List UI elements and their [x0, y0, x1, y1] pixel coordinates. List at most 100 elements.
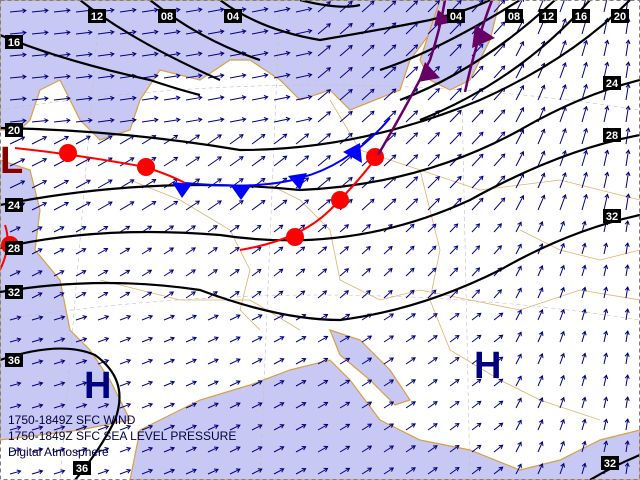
- wind-arrow-icon: [119, 51, 137, 57]
- wind-arrow-icon: [581, 308, 587, 321]
- wind-arrow-icon: [449, 245, 459, 255]
- wind-arrow-icon: [273, 133, 288, 145]
- wind-arrow-icon: [163, 247, 175, 255]
- wind-arrow-icon: [141, 95, 159, 101]
- wind-arrow-icon: [405, 132, 419, 145]
- caption-pressure: 1750-1849Z SFC SEA LEVEL PRESSURE: [8, 429, 237, 443]
- isobar-label: 24: [603, 76, 621, 90]
- wind-arrow-icon: [537, 309, 544, 321]
- wind-arrow-icon: [383, 66, 397, 79]
- isobar-label-text: 04: [227, 11, 240, 23]
- wind-arrow-icon: [273, 246, 284, 255]
- wind-arrow-icon: [383, 154, 397, 167]
- wind-arrow-icon: [515, 128, 525, 145]
- wind-arrow-icon: [427, 245, 437, 255]
- wind-arrow-icon: [624, 286, 630, 299]
- isobar-label: 28: [5, 241, 23, 255]
- wind-arrow-icon: [603, 440, 609, 453]
- wind-arrow-icon: [9, 315, 22, 321]
- wind-arrow-icon: [97, 179, 113, 189]
- wind-arrow-icon: [624, 264, 630, 277]
- wind-arrow-icon: [449, 378, 460, 387]
- wind-arrow-icon: [75, 179, 91, 189]
- wind-arrow-icon: [97, 269, 109, 277]
- wind-arrow-icon: [493, 466, 504, 475]
- wind-arrow-icon: [53, 8, 71, 14]
- isobar-label: 20: [611, 9, 629, 23]
- wind-arrow-icon: [471, 245, 481, 255]
- wind-arrow-icon: [251, 246, 262, 255]
- warm-front-east: [239, 154, 379, 251]
- wind-arrow-icon: [251, 336, 263, 343]
- wind-arrow-icon: [141, 358, 154, 365]
- wind-arrow-icon: [229, 468, 241, 475]
- wind-arrow-icon: [229, 134, 244, 145]
- wind-arrow-icon: [581, 39, 588, 57]
- wind-arrow-icon: [559, 440, 566, 453]
- wind-arrow-icon: [119, 157, 135, 167]
- wind-arrow-icon: [229, 269, 240, 277]
- wind-arrow-icon: [603, 0, 610, 13]
- wind-arrow-icon: [295, 155, 310, 167]
- north-atlantic-sea: [0, 0, 441, 141]
- wind-arrow-icon: [427, 289, 437, 299]
- wind-arrow-icon: [317, 155, 332, 167]
- wind-arrow-icon: [515, 331, 522, 343]
- wind-arrow-icon: [295, 380, 307, 387]
- wind-arrow-icon: [53, 381, 66, 387]
- wind-arrow-icon: [317, 111, 332, 123]
- wind-arrow-icon: [229, 314, 241, 321]
- wind-arrow-icon: [317, 246, 328, 255]
- wind-arrow-icon: [603, 264, 609, 277]
- wind-arrow-icon: [273, 50, 291, 57]
- wind-arrow-icon: [207, 200, 222, 211]
- wind-arrow-icon: [119, 201, 135, 211]
- wind-arrow-icon: [75, 73, 93, 79]
- wind-arrow-icon: [75, 425, 88, 431]
- wind-arrow-icon: [339, 467, 351, 475]
- wind-arrow-icon: [427, 445, 438, 453]
- wind-arrow-icon: [361, 289, 371, 299]
- wind-arrow-icon: [97, 225, 109, 233]
- wind-arrow-icon: [163, 200, 179, 211]
- wind-arrow-icon: [427, 401, 438, 409]
- wind-arrow-icon: [603, 286, 609, 299]
- wind-arrow-icon: [493, 245, 502, 255]
- wind-arrow-icon: [559, 172, 567, 189]
- wind-arrow-icon: [163, 156, 179, 167]
- wind-arrow-icon: [427, 335, 438, 343]
- wind-arrow-icon: [339, 268, 350, 277]
- wind-arrow-icon: [31, 30, 49, 36]
- isobar-label: 16: [572, 9, 590, 23]
- wind-arrow-icon: [273, 402, 285, 409]
- isobar-label: 20: [5, 123, 23, 137]
- wind-arrow-icon: [185, 7, 203, 13]
- wind-arrow-icon: [449, 109, 462, 123]
- wind-arrow-icon: [251, 29, 269, 35]
- wind-arrow-icon: [185, 156, 201, 167]
- adriatic-sea: [328, 329, 411, 406]
- wind-arrow-icon: [251, 424, 263, 431]
- wind-arrow-icon: [207, 73, 225, 79]
- wind-arrow-icon: [229, 291, 240, 299]
- wind-arrow-icon: [229, 73, 247, 79]
- wind-arrow-icon: [185, 200, 201, 211]
- isobar-1008-east: [379, 0, 521, 72]
- wind-arrow-icon: [581, 105, 588, 123]
- wind-arrow-icon: [251, 7, 269, 13]
- wind-arrow-icon: [581, 330, 587, 343]
- cold-front-triangle: [172, 182, 192, 198]
- wind-arrow-icon: [295, 199, 310, 211]
- wind-arrow-icon: [141, 73, 159, 79]
- wind-arrow-icon: [53, 337, 66, 343]
- wind-arrow-icon: [31, 74, 49, 80]
- wind-arrow-icon: [273, 380, 285, 387]
- wind-arrow-icon: [251, 268, 262, 277]
- wind-arrow-icon: [119, 468, 132, 475]
- wind-arrow-icon: [273, 336, 285, 343]
- wind-arrow-icon: [449, 87, 462, 101]
- wind-arrow-icon: [185, 225, 196, 233]
- wind-arrow-icon: [427, 357, 438, 365]
- isobar-label: 32: [5, 285, 23, 299]
- wind-arrow-icon: [624, 242, 630, 255]
